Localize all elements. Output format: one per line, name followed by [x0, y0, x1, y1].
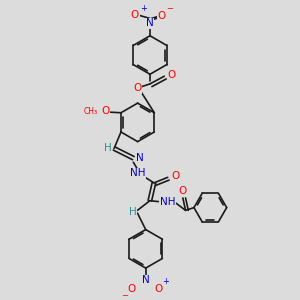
Text: H: H [129, 207, 136, 217]
Text: CH₃: CH₃ [84, 107, 98, 116]
Text: O: O [102, 106, 110, 116]
Text: NH: NH [160, 197, 176, 207]
Text: O: O [158, 11, 166, 21]
Text: O: O [134, 83, 142, 93]
Text: +: + [162, 277, 169, 286]
Text: N: N [146, 18, 154, 28]
Text: O: O [179, 186, 187, 196]
Text: −: − [166, 4, 173, 14]
Text: NH: NH [130, 168, 145, 178]
Text: +: + [140, 4, 147, 13]
Text: O: O [127, 284, 136, 294]
Text: O: O [154, 284, 162, 294]
Text: −: − [122, 291, 129, 300]
Text: N: N [136, 153, 144, 163]
Text: N: N [142, 275, 150, 286]
Text: O: O [168, 70, 176, 80]
Text: O: O [171, 171, 179, 181]
Text: H: H [104, 143, 112, 153]
Text: O: O [131, 10, 139, 20]
